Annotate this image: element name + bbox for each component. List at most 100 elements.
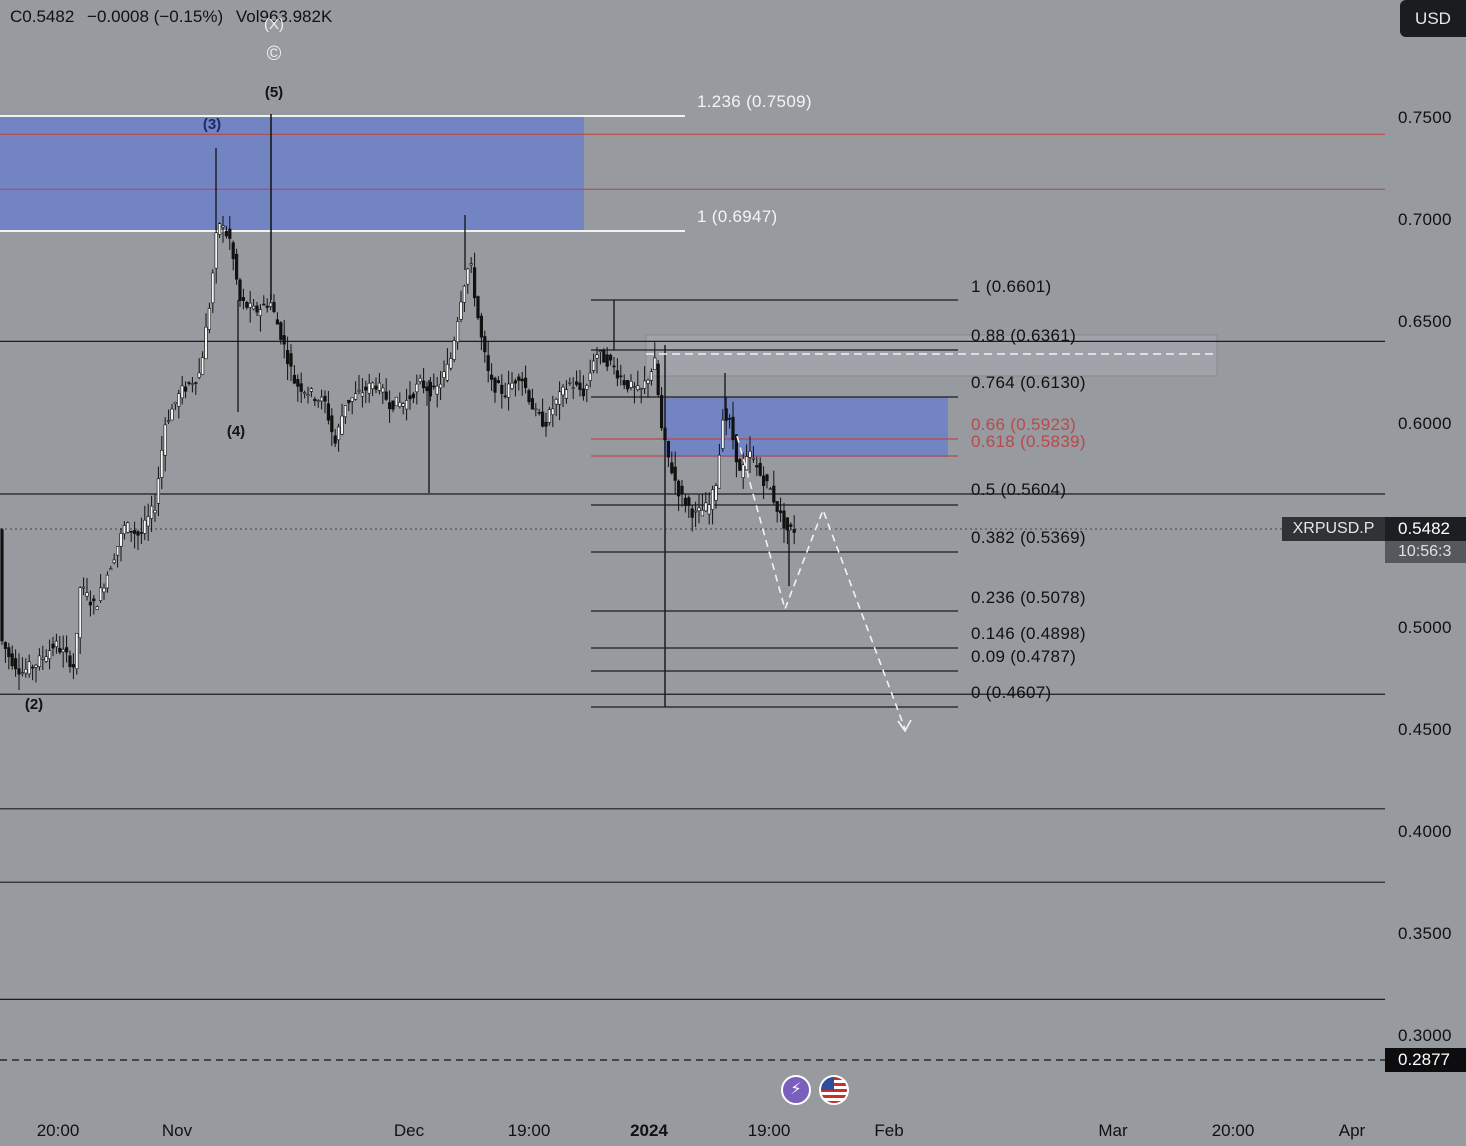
candle-body-107 xyxy=(364,386,368,391)
candle-body-81 xyxy=(275,319,280,325)
candle-body-17 xyxy=(58,647,62,653)
candle-body-90 xyxy=(306,394,310,397)
candle-body-145 xyxy=(493,377,497,393)
candle-body-20 xyxy=(68,655,72,668)
candle-body-28 xyxy=(95,606,99,610)
candle-body-140 xyxy=(476,296,480,319)
candle-body-50 xyxy=(170,408,174,421)
candle-body-139 xyxy=(472,267,477,299)
symbol-label: XRPUSD.P xyxy=(1282,517,1385,541)
time-tick-3: 19:00 xyxy=(507,1121,551,1140)
candle-body-85 xyxy=(289,353,293,367)
low-price-badge: 0.2877 xyxy=(1385,1048,1466,1072)
candle-body-131 xyxy=(445,364,450,381)
candle-body-98 xyxy=(333,435,337,444)
candle-body-190 xyxy=(646,379,650,384)
fib-lower-label-0: 1 (0.6601) xyxy=(971,277,1052,296)
fib-lower-label-1: 0.88 (0.6361) xyxy=(971,326,1077,345)
candle-body-23 xyxy=(78,587,82,639)
candle-body-122 xyxy=(415,383,419,393)
price-tick-3: 0.6000 xyxy=(1398,414,1452,433)
candle-body-35 xyxy=(119,533,123,547)
candle-body-78 xyxy=(265,305,269,308)
candle-body-207 xyxy=(704,502,708,512)
candle-body-32 xyxy=(109,568,113,571)
candle-body-111 xyxy=(377,382,382,391)
time-tick-2: Dec xyxy=(393,1121,425,1140)
candle-body-125 xyxy=(425,386,429,392)
ohlc-legend: C0.5482 −0.0008 (−0.15%) Vol963.982K xyxy=(10,7,340,27)
candle-body-33 xyxy=(112,559,116,563)
candle-body-13 xyxy=(44,656,48,662)
candle-body-46 xyxy=(156,478,161,504)
volume-value: Vol963.982K xyxy=(235,7,333,26)
candle-body-57 xyxy=(194,382,198,384)
candle-body-195 xyxy=(663,427,667,441)
candle-body-96 xyxy=(326,403,331,421)
candle-body-64 xyxy=(218,223,222,235)
flash-icon[interactable]: ⚡ xyxy=(781,1075,811,1105)
candle-body-47 xyxy=(160,450,164,478)
candle-body-29 xyxy=(99,587,103,601)
candle-body-219 xyxy=(744,456,749,471)
candle-body-99 xyxy=(336,426,341,441)
candle-body-128 xyxy=(435,385,439,395)
candle-body-136 xyxy=(462,285,467,303)
price-tick-9: 0.3000 xyxy=(1398,1026,1452,1045)
candle-body-37 xyxy=(126,522,130,533)
candle-body-42 xyxy=(143,519,147,534)
candle-body-129 xyxy=(438,383,443,389)
candle-body-91 xyxy=(309,388,314,392)
candle-body-165 xyxy=(561,386,565,396)
candle-body-1 xyxy=(3,642,7,649)
candle-body-178 xyxy=(605,354,609,367)
candle-body-175 xyxy=(595,354,599,359)
candle-body-177 xyxy=(602,349,606,363)
fib-lower-label-10: 0 (0.4607) xyxy=(971,683,1052,702)
candle-body-86 xyxy=(292,374,297,384)
candle-body-62 xyxy=(211,272,215,304)
candle-body-156 xyxy=(530,398,534,410)
candle-body-138 xyxy=(469,263,473,266)
candle-body-199 xyxy=(676,480,681,497)
candle-body-60 xyxy=(204,326,208,360)
candle-body-27 xyxy=(92,598,96,602)
candle-body-9 xyxy=(30,666,35,669)
candle-body-77 xyxy=(262,303,266,306)
candle-body-109 xyxy=(370,382,375,390)
candle-body-68 xyxy=(231,242,235,260)
candle-body-79 xyxy=(268,302,273,307)
fib-lower-label-6: 0.382 (0.5369) xyxy=(971,528,1086,547)
candle-body-52 xyxy=(177,393,181,407)
candle-body-176 xyxy=(598,350,602,353)
candle-body-161 xyxy=(547,409,551,423)
wave-label-3: (3) xyxy=(202,116,222,133)
currency-button[interactable]: USD xyxy=(1400,0,1466,37)
candle-body-123 xyxy=(418,377,422,382)
candle-body-69 xyxy=(235,253,239,280)
candle-body-193 xyxy=(656,363,660,395)
candle-body-120 xyxy=(408,395,412,400)
candle-body-66 xyxy=(224,230,229,237)
candle-body-43 xyxy=(146,516,150,527)
candle-body-142 xyxy=(483,336,487,353)
fib-lower-label-2: 0.764 (0.6130) xyxy=(971,373,1086,392)
candle-body-158 xyxy=(537,412,541,414)
time-tick-6: Feb xyxy=(874,1121,904,1140)
last-price-badge: 0.5482 xyxy=(1385,517,1466,541)
candle-body-87 xyxy=(296,378,300,387)
candle-body-232 xyxy=(789,524,793,527)
candle-body-104 xyxy=(353,393,358,400)
us-flag-icon[interactable] xyxy=(819,1075,849,1105)
candle-body-67 xyxy=(228,228,232,239)
zones-layer xyxy=(0,116,1218,457)
candle-body-12 xyxy=(41,657,45,660)
fib-upper-label-0: 1.236 (0.7509) xyxy=(697,92,812,111)
candle-body-121 xyxy=(411,393,416,399)
candle-body-135 xyxy=(459,301,463,320)
candle-body-30 xyxy=(102,587,106,593)
candle-body-185 xyxy=(629,381,633,388)
candle-body-228 xyxy=(775,501,779,512)
price-tick-2: 0.6500 xyxy=(1398,312,1452,331)
